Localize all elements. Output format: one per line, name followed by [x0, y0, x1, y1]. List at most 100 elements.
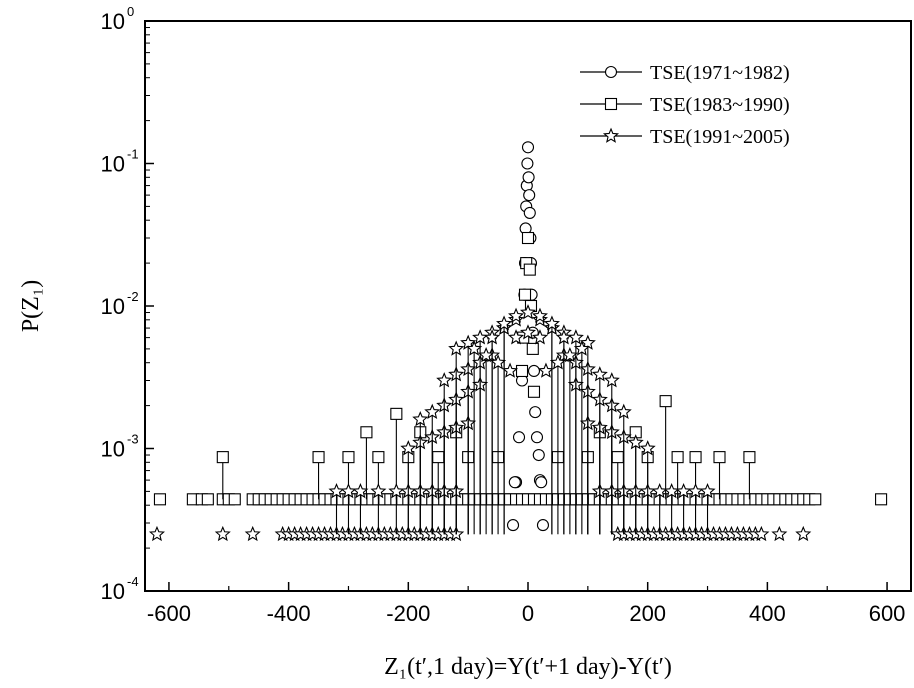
- data-point: [531, 307, 548, 323]
- data-point: [244, 525, 261, 542]
- legend-label: TSE(1983~1990): [650, 94, 790, 116]
- data-point: [436, 372, 453, 388]
- data-point: [508, 329, 525, 345]
- legend-marker: [604, 97, 618, 111]
- data-point: [529, 406, 542, 419]
- data-point: [771, 525, 788, 542]
- data-point: [743, 451, 756, 464]
- data-point: [515, 364, 529, 378]
- data-point: [530, 431, 544, 444]
- data-point: [506, 519, 520, 532]
- y-axis-label: P(Z₁): [18, 280, 44, 332]
- legend: TSE(1971~1982) TSE(1983~1990) TSE(1991~200…: [580, 62, 790, 148]
- y-tick-label: 10: [101, 437, 125, 462]
- series-3: [148, 304, 812, 542]
- data-point: [527, 364, 541, 378]
- data-point: [523, 189, 536, 202]
- x-axis-label: Z₁(t′,1 day)=Y(t′+1 day)-Y(t′): [384, 654, 672, 680]
- data-point: [531, 329, 548, 345]
- data-point: [478, 346, 495, 363]
- data-point: [543, 315, 560, 331]
- data-point: [508, 307, 525, 323]
- data-point: [713, 451, 726, 464]
- data-point: [535, 476, 548, 489]
- data-point: [549, 354, 566, 370]
- data-point: [753, 525, 770, 542]
- x-tick-label: 0: [522, 601, 534, 626]
- data-point: [466, 340, 483, 356]
- data-point: [201, 493, 214, 506]
- series-2: [153, 231, 888, 506]
- data-point: [526, 342, 539, 355]
- data-point: [153, 493, 167, 506]
- y-tick-label: 10: [101, 294, 125, 319]
- data-point: [573, 340, 590, 356]
- legend-label: TSE(1991~2005): [650, 126, 790, 148]
- data-point: [875, 493, 888, 506]
- data-point: [518, 288, 532, 301]
- data-point: [536, 519, 550, 532]
- data-point: [490, 354, 507, 370]
- data-point: [432, 451, 445, 464]
- data-point: [555, 329, 572, 345]
- data-point: [523, 263, 536, 276]
- y-tick-label: 10: [101, 579, 125, 604]
- data-point: [689, 451, 702, 464]
- data-point: [448, 340, 465, 356]
- data-point: [795, 525, 812, 542]
- data-markers: [148, 141, 888, 542]
- legend-marker: [604, 65, 618, 79]
- data-point: [537, 362, 554, 378]
- x-tick-label: 200: [629, 601, 666, 626]
- data-point: [627, 434, 644, 450]
- data-point: [603, 372, 620, 388]
- data-point: [370, 482, 387, 499]
- y-tick-exponent: -3: [127, 432, 139, 447]
- data-point: [532, 448, 545, 462]
- data-point: [484, 329, 501, 345]
- data-point: [390, 407, 403, 420]
- x-tick-label: 600: [869, 601, 906, 626]
- data-point: [228, 493, 241, 506]
- data-point: [523, 206, 536, 219]
- data-point: [611, 451, 624, 464]
- data-point: [472, 329, 489, 345]
- data-point: [352, 482, 369, 499]
- data-point: [519, 304, 537, 320]
- data-point: [521, 157, 534, 170]
- data-point: [214, 525, 231, 542]
- legend-marker: [602, 127, 620, 143]
- data-point: [372, 451, 385, 464]
- data-point: [342, 451, 355, 464]
- legend-label: TSE(1971~1982): [650, 62, 790, 84]
- data-point: [671, 451, 684, 464]
- data-point: [561, 346, 578, 363]
- data-point: [522, 171, 535, 184]
- data-point: [639, 440, 656, 456]
- data-point: [496, 315, 513, 331]
- data-point: [519, 324, 537, 340]
- data-point: [521, 141, 535, 154]
- data-point: [591, 366, 608, 382]
- data-point: [567, 329, 584, 345]
- data-point: [360, 426, 373, 439]
- data-point: [527, 385, 541, 398]
- data-point: [508, 476, 521, 489]
- x-tick-label: -600: [147, 601, 191, 626]
- data-point: [502, 362, 519, 378]
- data-point: [615, 403, 632, 419]
- data-point: [148, 525, 165, 542]
- data-point: [809, 493, 822, 506]
- data-point: [424, 403, 441, 419]
- data-point: [412, 410, 429, 427]
- y-tick-exponent: -2: [127, 289, 139, 304]
- y-tick-label: 10: [101, 9, 125, 34]
- y-tick-exponent: 0: [127, 4, 134, 19]
- axis-ticks: -600 -400 -200 0 200 400 60010-410-310-210-110…: [101, 4, 906, 626]
- data-point: [699, 482, 716, 499]
- y-tick-label: 10: [101, 152, 125, 177]
- data-point: [512, 431, 526, 444]
- y-tick-exponent: -1: [127, 147, 139, 162]
- x-tick-label: -200: [386, 601, 430, 626]
